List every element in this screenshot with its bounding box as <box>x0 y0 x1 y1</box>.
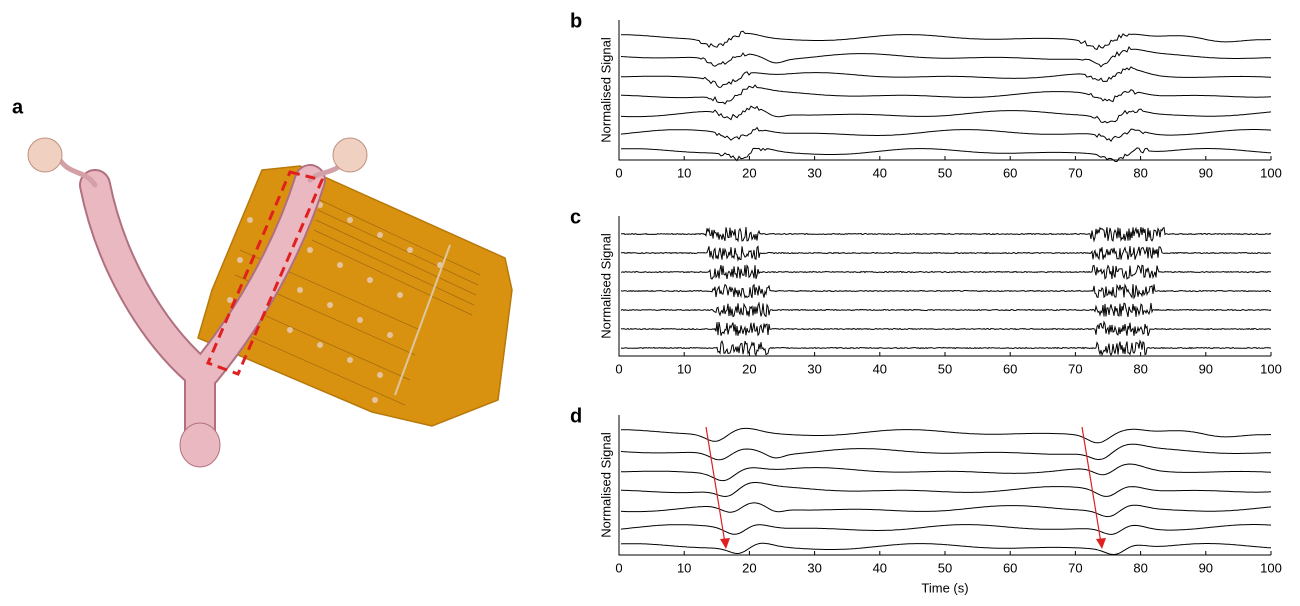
x-tick-label: 20 <box>742 560 756 575</box>
signal-trace <box>621 66 1272 88</box>
propagation-arrow <box>705 426 726 544</box>
signal-trace <box>621 226 1272 243</box>
x-tick-label: 90 <box>1199 560 1213 575</box>
x-tick-label: 50 <box>938 560 952 575</box>
x-tick-label: 40 <box>873 560 887 575</box>
x-tick-label: 10 <box>677 165 691 180</box>
x-tick-label: 0 <box>615 165 622 180</box>
signal-trace <box>620 320 1272 337</box>
x-tick-label: 30 <box>807 361 821 376</box>
x-tick-label: 100 <box>1260 165 1282 180</box>
x-tick-label: 50 <box>938 361 952 376</box>
y-axis-label: Normalised Signal <box>598 233 613 339</box>
y-axis-label: Normalised Signal <box>598 432 613 538</box>
x-tick-label: 60 <box>1003 165 1017 180</box>
x-tick-label: 40 <box>873 361 887 376</box>
signal-trace <box>621 84 1272 105</box>
signal-trace <box>620 264 1272 280</box>
x-axis-label: Time (s) <box>921 580 968 595</box>
illustration <box>27 137 513 468</box>
signal-trace <box>620 245 1272 262</box>
x-tick-label: 50 <box>938 165 952 180</box>
x-tick-label: 80 <box>1133 560 1147 575</box>
x-tick-label: 30 <box>807 560 821 575</box>
x-tick-label: 60 <box>1003 560 1017 575</box>
panel-label: a <box>12 96 24 118</box>
signal-trace <box>621 105 1272 124</box>
x-tick-label: 10 <box>677 361 691 376</box>
signal-trace <box>620 147 1272 163</box>
signal-trace <box>621 482 1272 498</box>
x-tick-label: 100 <box>1260 560 1282 575</box>
panel-label: d <box>570 405 582 427</box>
signal-trace <box>620 126 1272 143</box>
x-tick-label: 90 <box>1199 361 1213 376</box>
x-tick-label: 40 <box>873 165 887 180</box>
x-tick-label: 70 <box>1068 361 1082 376</box>
signal-trace <box>620 339 1272 357</box>
axis-frame <box>618 20 1271 161</box>
signal-trace <box>620 283 1271 300</box>
x-tick-label: 70 <box>1068 560 1082 575</box>
signal-trace <box>621 30 1271 51</box>
x-tick-label: 20 <box>742 165 756 180</box>
panel-label: b <box>570 10 582 32</box>
x-tick-label: 30 <box>807 165 821 180</box>
x-tick-label: 60 <box>1003 361 1017 376</box>
x-tick-label: 100 <box>1260 361 1282 376</box>
signal-trace <box>620 524 1272 535</box>
signal-trace <box>620 443 1271 461</box>
signal-trace <box>620 542 1272 556</box>
signal-trace <box>620 46 1271 68</box>
panel-label: c <box>570 206 581 228</box>
x-tick-label: 90 <box>1199 165 1213 180</box>
x-tick-label: 0 <box>615 361 622 376</box>
x-tick-label: 0 <box>615 560 622 575</box>
arrow-head <box>1096 538 1106 549</box>
x-tick-label: 20 <box>742 361 756 376</box>
signal-trace <box>621 463 1272 482</box>
x-tick-label: 70 <box>1068 165 1082 180</box>
x-tick-label: 10 <box>677 560 691 575</box>
signal-trace <box>620 301 1272 318</box>
propagation-arrow <box>1081 426 1102 544</box>
signal-trace <box>621 502 1272 518</box>
y-axis-label: Normalised Signal <box>598 37 613 143</box>
arrow-head <box>720 538 730 549</box>
x-tick-label: 80 <box>1133 165 1147 180</box>
axis-frame <box>618 415 1271 556</box>
signal-trace <box>621 427 1271 444</box>
x-tick-label: 80 <box>1133 361 1147 376</box>
